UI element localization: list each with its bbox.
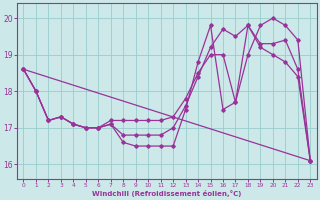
X-axis label: Windchill (Refroidissement éolien,°C): Windchill (Refroidissement éolien,°C) xyxy=(92,190,242,197)
